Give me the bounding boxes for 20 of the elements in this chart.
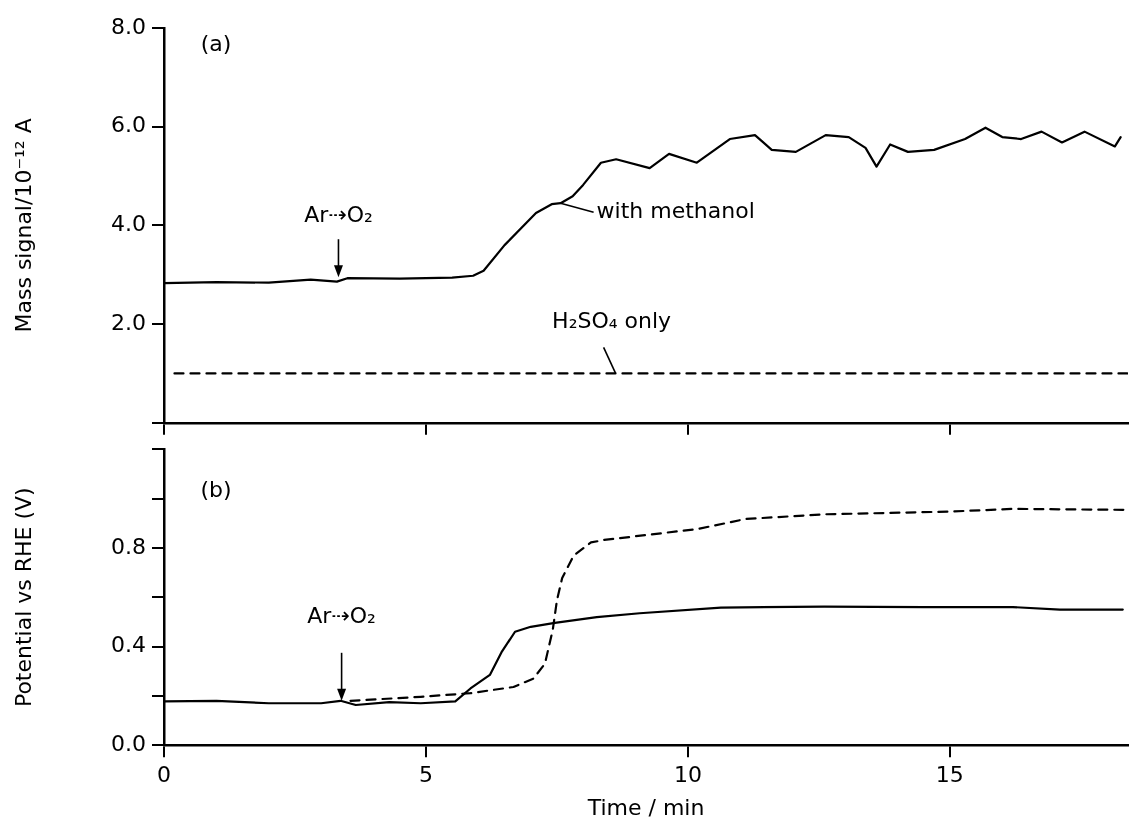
x-axis-title: Time / min	[586, 794, 705, 820]
annotation: (a)	[200, 30, 232, 56]
annotation: (b)	[200, 476, 232, 502]
y-tick-label: 2.0	[111, 309, 146, 335]
y-axis-title: Mass signal/10⁻¹² A	[10, 118, 36, 333]
annotation: Ar⇢O₂	[307, 602, 376, 628]
y-tick-label: 4.0	[111, 211, 146, 237]
y-tick-label: 6.0	[111, 112, 146, 138]
x-tick-label: 10	[673, 762, 702, 788]
x-tick-label: 0	[157, 762, 171, 788]
annotation: H₂SO₄ only	[552, 308, 672, 334]
y-tick-label: 0.0	[111, 730, 146, 756]
y-axis-title: Potential vs RHE (V)	[10, 487, 36, 708]
annotation: with methanol	[596, 197, 755, 223]
y-tick-label: 8.0	[111, 13, 146, 39]
y-tick-label: 0.4	[111, 632, 146, 658]
x-tick-label: 15	[935, 762, 964, 788]
x-tick-label: 5	[418, 762, 433, 788]
y-tick-label: 0.8	[111, 533, 146, 559]
annotation: Ar⇢O₂	[304, 201, 373, 227]
